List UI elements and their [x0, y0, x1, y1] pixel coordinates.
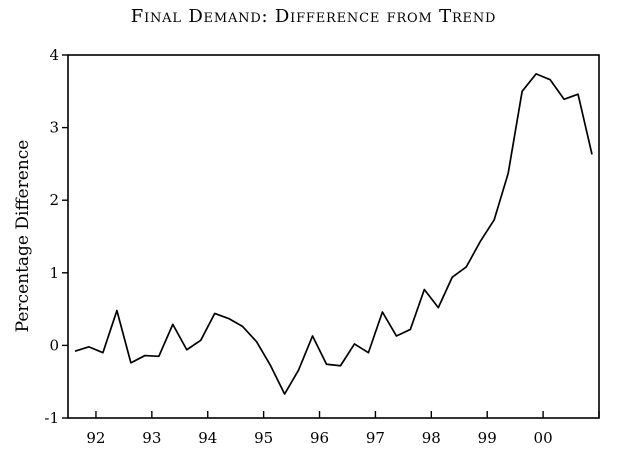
y-tick-label: 0 — [49, 336, 59, 354]
x-axis: 92 93 94 95 96 97 98 99 00 — [86, 411, 600, 447]
x-tick-label: 94 — [198, 429, 217, 447]
y-tick-label: 2 — [49, 191, 59, 209]
y-axis-label: Percentage Difference — [13, 140, 33, 333]
plot-frame — [67, 54, 600, 419]
x-tick-label: 97 — [366, 429, 385, 447]
y-axis: 4 3 2 1 0 -1 — [44, 46, 68, 427]
x-tick-label: 98 — [422, 429, 441, 447]
x-tick-label: 93 — [142, 429, 161, 447]
x-tick-label: 92 — [86, 429, 105, 447]
y-tick-label: 3 — [49, 119, 59, 137]
y-tick-label: 1 — [49, 264, 59, 282]
y-tick-label: 4 — [49, 46, 59, 64]
chart-title: Final Demand: Difference from Trend — [130, 6, 497, 27]
series-line — [74, 73, 593, 395]
y-tick-label: -1 — [44, 409, 59, 427]
x-tick-label: 95 — [254, 429, 273, 447]
x-tick-label: 96 — [310, 429, 329, 447]
x-tick-label: 99 — [478, 429, 497, 447]
x-tick-label: 00 — [534, 429, 553, 447]
